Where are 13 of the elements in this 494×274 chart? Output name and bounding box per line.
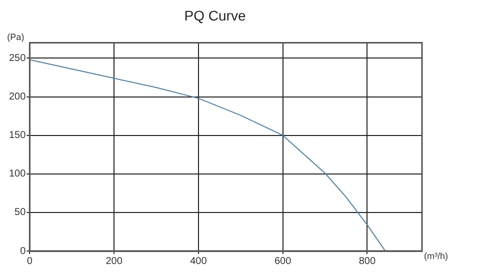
- y-tick-label: 50: [14, 207, 26, 218]
- x-axis-title: (m³/h): [424, 250, 448, 261]
- y-tick-label: 200: [8, 92, 26, 103]
- x-tick-label: 800: [358, 256, 376, 267]
- y-axis-title: (Pa): [7, 32, 24, 42]
- chart-title: PQ Curve: [184, 7, 246, 24]
- x-tick-label: 200: [106, 256, 123, 267]
- x-tick-label: 400: [190, 256, 208, 267]
- y-tick-label: 100: [8, 168, 26, 180]
- y-tick-label: 150: [8, 130, 26, 142]
- y-tick-label: 0: [20, 246, 26, 257]
- y-tick-label: 250: [8, 52, 26, 64]
- x-tick-label: 600: [274, 256, 292, 267]
